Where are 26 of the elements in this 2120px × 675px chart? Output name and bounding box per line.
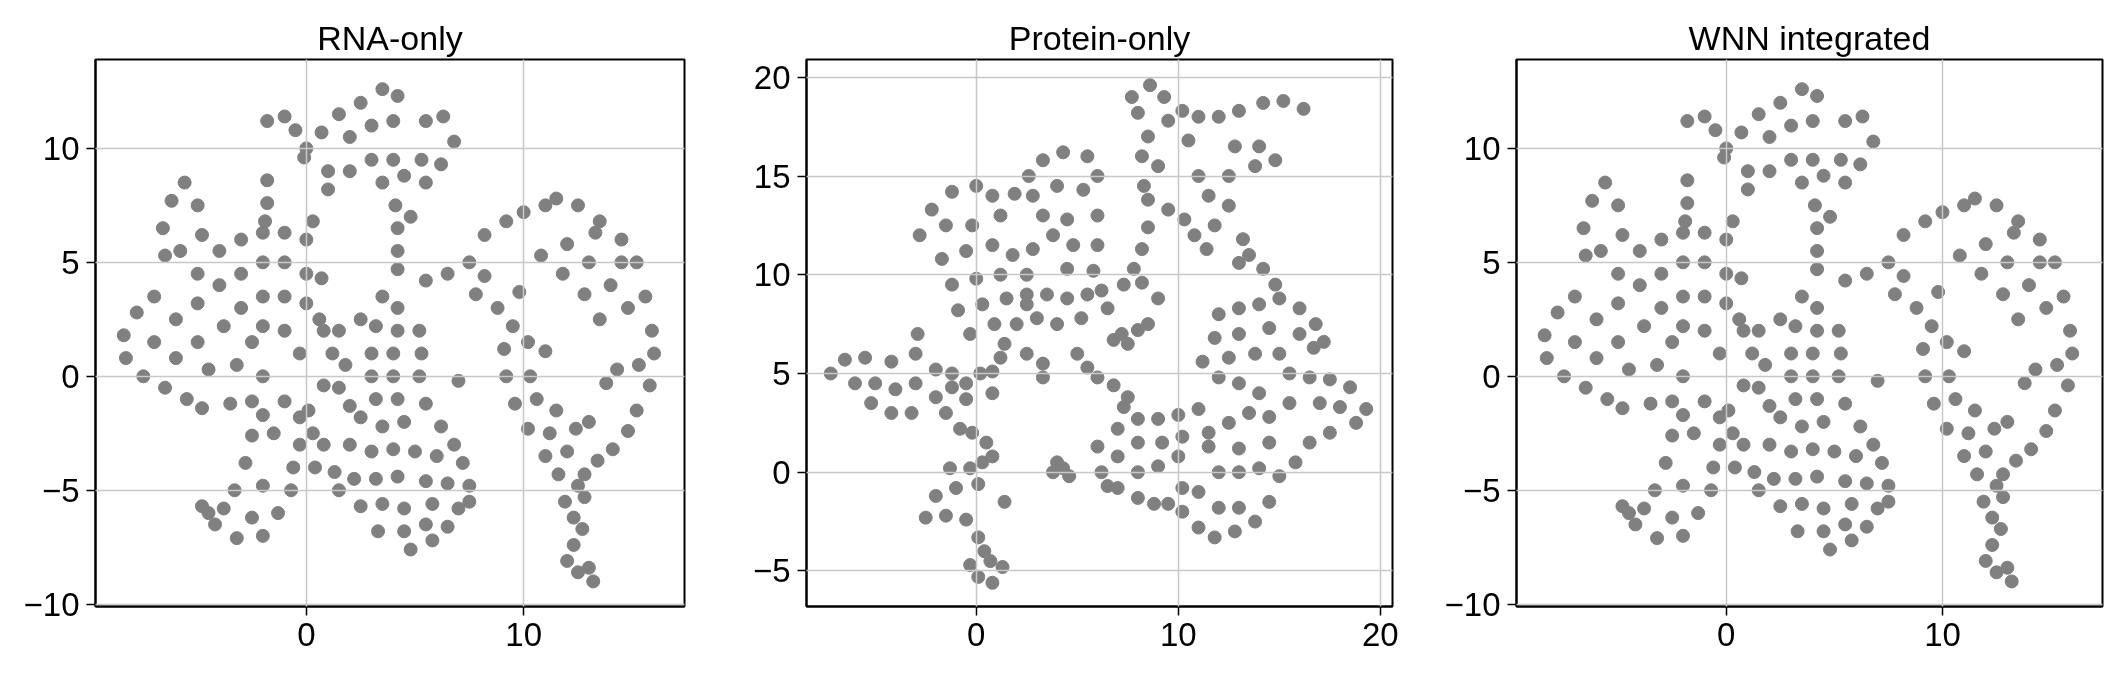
y-tick-label: 0 <box>772 453 791 491</box>
y-tick-label: 0 <box>1482 357 1501 395</box>
y-tick-label: −10 <box>1444 585 1501 623</box>
y-tick-label: 15 <box>753 157 791 195</box>
y-tick-label: −5 <box>752 552 791 590</box>
y-tick-label: 0 <box>61 357 80 395</box>
x-tick-label: 0 <box>1717 615 1736 653</box>
x-tick-label: 10 <box>1159 615 1197 653</box>
y-tick-label: 10 <box>753 256 791 294</box>
chart-title: WNN integrated <box>1688 18 1931 57</box>
x-tick-label: 0 <box>297 615 316 653</box>
x-tick-label: 10 <box>1924 615 1961 653</box>
y-tick-label: 10 <box>1463 129 1501 167</box>
x-tick-label: 20 <box>1362 615 1399 653</box>
chart-title: Protein-only <box>1008 18 1191 57</box>
y-tick-label: −5 <box>1462 471 1501 509</box>
y-tick-label: −5 <box>41 471 80 509</box>
x-tick-label: 0 <box>967 615 986 653</box>
y-tick-label: −10 <box>23 585 80 623</box>
y-tick-label: 10 <box>42 129 80 167</box>
chart-title: RNA-only <box>317 18 463 57</box>
y-tick-label: 5 <box>61 243 80 281</box>
x-tick-label: 10 <box>505 615 543 653</box>
y-tick-label: 5 <box>772 354 791 392</box>
y-tick-label: 5 <box>1482 243 1501 281</box>
y-tick-label: 20 <box>753 58 791 96</box>
